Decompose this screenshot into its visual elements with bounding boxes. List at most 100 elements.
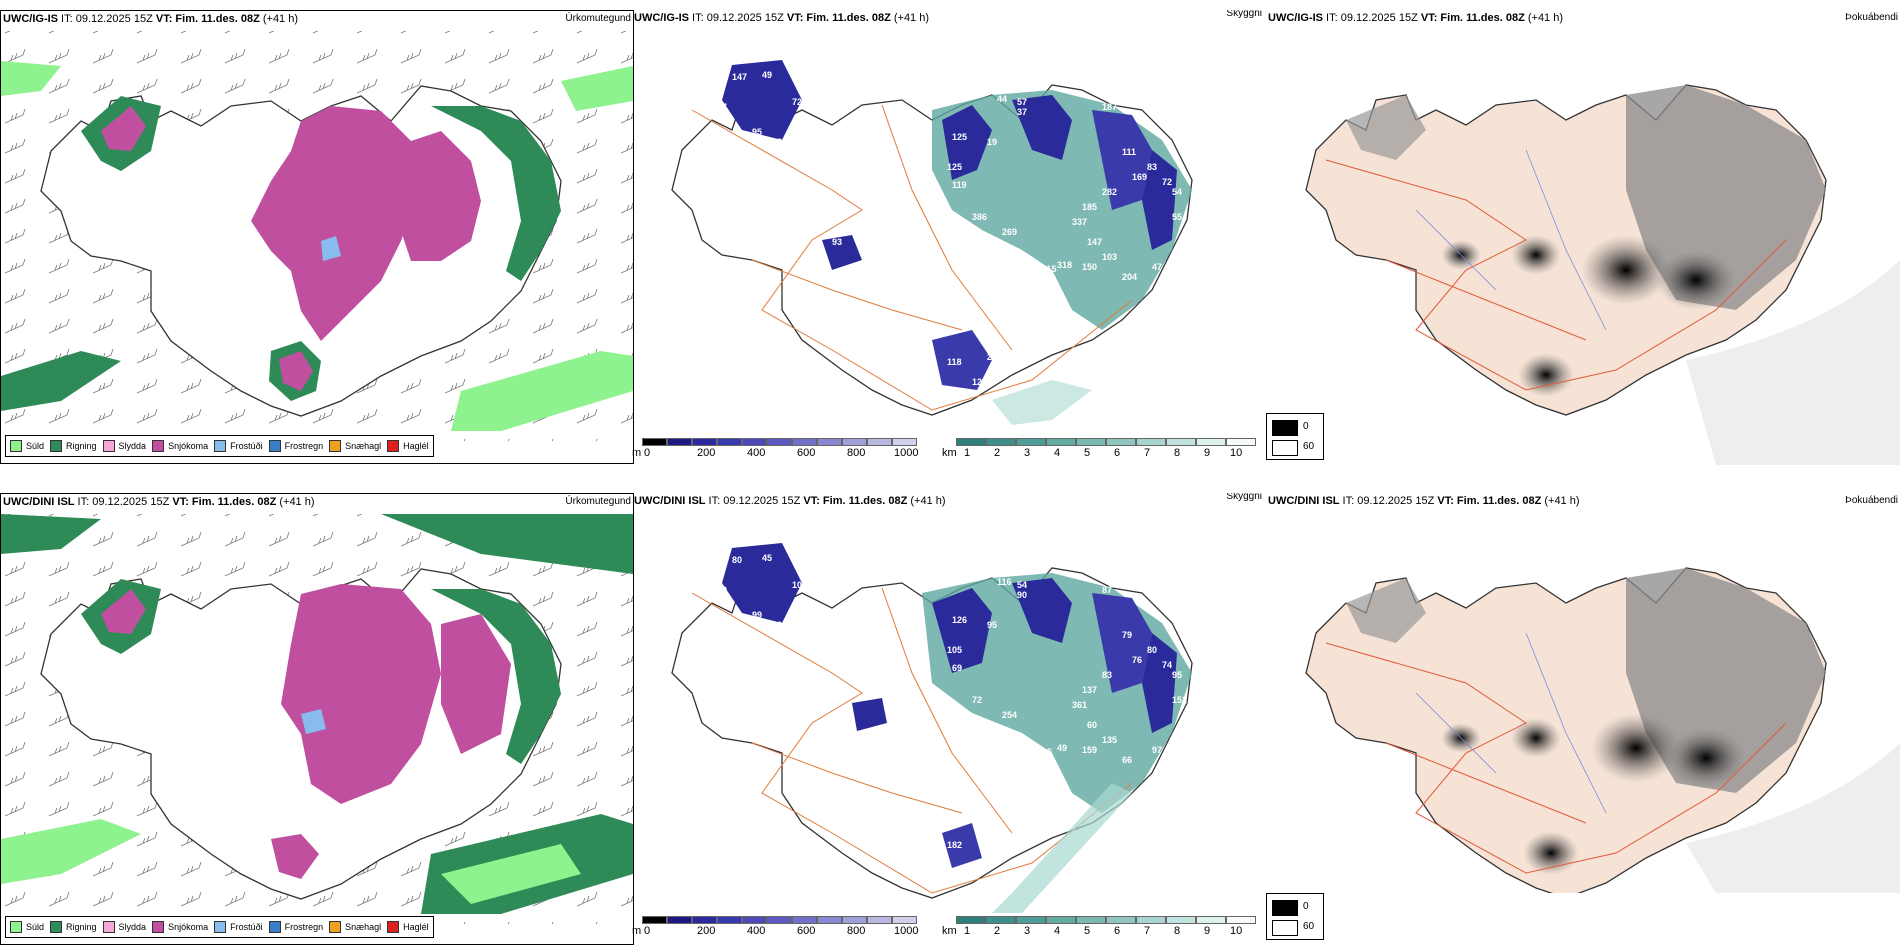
swatch <box>102 440 115 452</box>
ceiling-value-label: 102 <box>1127 94 1142 104</box>
scale-tick: 0 <box>644 447 651 459</box>
scale-tick: 4 <box>1054 925 1061 937</box>
ceiling-value-label: 76 <box>1132 655 1142 665</box>
ceiling-value-label: 55 <box>1172 212 1182 222</box>
fog-tick: 0 <box>1303 421 1309 432</box>
fog-legend-top: 0 60 <box>1266 413 1324 460</box>
scale-tick: 1 <box>964 925 971 937</box>
model-label: UWC/IG-IS <box>634 12 689 24</box>
visibility-panel-bottom: UWC/DINI ISL IT: 09.12.2025 15Z VT: Fim.… <box>632 493 1264 948</box>
ceiling-value-label: 191 <box>1052 302 1067 312</box>
legend-item: Snæhagl <box>329 440 381 452</box>
visibility-scale: km 1 2 3 4 5 6 7 8 9 10 <box>942 438 1264 460</box>
panel-title: Úrkomutegund <box>565 13 631 24</box>
ceiling-value-label: 159 <box>1082 745 1097 755</box>
swatch <box>10 440 22 452</box>
legend-item: Súld <box>10 440 44 452</box>
ceiling-value-label: 45 <box>1032 805 1042 815</box>
ceiling-value-label: 94 <box>1007 262 1017 272</box>
ceiling-value-label: 72 <box>792 97 802 107</box>
scale-tick: 6 <box>1114 447 1121 459</box>
ceiling-value-label: 269 <box>1002 227 1017 237</box>
precip-type-legend: Súld Rigning Slydda Snjókoma Frostúði Fr… <box>5 435 434 457</box>
ceiling-value-label: 72 <box>1162 177 1172 187</box>
fog-tick: 60 <box>1303 921 1315 932</box>
panel-header: UWC/IG-IS IT: 09.12.2025 15Z VT: Fim. 11… <box>1268 12 1898 24</box>
ceiling-value-label: 47 <box>1152 262 1162 272</box>
ceiling-value-label: 282 <box>1102 187 1117 197</box>
ceiling-value-label: 70 <box>717 585 727 595</box>
legend-item: Snjókoma <box>152 921 208 933</box>
ceiling-value-label: 62 <box>972 860 982 870</box>
ceiling-value-label: 54 <box>1172 187 1182 197</box>
ceiling-value-label: 105 <box>792 580 807 590</box>
swatch <box>268 921 281 933</box>
ceiling-scale: m 0 200 400 600 800 1000 <box>632 438 942 460</box>
panel-header: UWC/IG-IS IT: 09.12.2025 15Z VT: Fim. 11… <box>634 10 1262 24</box>
legend-item: Frostregn <box>268 921 323 933</box>
fog-tick: 60 <box>1303 441 1315 452</box>
panel-title: Skyggni <box>1226 10 1262 19</box>
ceiling-value-label: 83 <box>1102 670 1112 680</box>
legend-item: Rigning <box>50 921 97 933</box>
ceiling-value-label: 135 <box>1102 735 1117 745</box>
ceiling-value-label: 50 <box>947 247 957 257</box>
scale-tick: 1000 <box>894 925 919 937</box>
ceiling-value-label: 65 <box>1042 747 1052 757</box>
ceiling-scale: m 0 200 400 600 800 1000 <box>632 916 942 938</box>
ceiling-value-label: 83 <box>1147 162 1157 172</box>
swatch <box>214 440 227 452</box>
ceiling-value-label: 120 <box>972 377 987 387</box>
ceiling-value-label: 204 <box>1122 272 1137 282</box>
ceiling-value-label: 318 <box>1057 260 1072 270</box>
swatch <box>387 921 400 933</box>
scale-tick: 9 <box>1204 925 1211 937</box>
scale-unit: m <box>632 447 642 459</box>
ceiling-value-label: 95 <box>987 620 997 630</box>
ceiling-value-label: 147 <box>1087 237 1102 247</box>
ceiling-value-label: 361 <box>1072 700 1087 710</box>
visibility-map: 147 49 72 87 95 84 57 44 37 187 102 94 125 19 111 83 72 1… <box>671 60 1193 425</box>
model-label: UWC/IG-IS <box>3 13 58 25</box>
ceiling-value-label: 94 <box>1152 102 1162 112</box>
ceiling-value-label: 103 <box>1102 252 1117 262</box>
swatch <box>10 921 22 933</box>
precip-type-legend: Súld Rigning Slydda Snjókoma Frostúði Fr… <box>5 916 434 938</box>
ceiling-value-label: 44 <box>997 94 1007 104</box>
fog-panel-top: UWC/IG-IS IT: 09.12.2025 15Z VT: Fim. 11… <box>1266 10 1900 465</box>
ceiling-value-label: 95 <box>1172 670 1182 680</box>
scale-tick: 3 <box>1024 925 1031 937</box>
visibility-panel-top: UWC/IG-IS IT: 09.12.2025 15Z VT: Fim. 11… <box>632 10 1264 465</box>
swatch <box>152 921 165 933</box>
fog-panel-bottom: UWC/DINI ISL IT: 09.12.2025 15Z VT: Fim.… <box>1266 493 1900 893</box>
ceiling-value-label: 74 <box>1162 660 1172 670</box>
ceiling-value-label: 125 <box>947 162 962 172</box>
ceiling-value-label: 90 <box>1017 590 1027 600</box>
ceiling-value-label: 97 <box>1152 745 1162 755</box>
ceiling-value-label: 125 <box>952 132 967 142</box>
ceiling-value-label: 187 <box>1102 102 1117 112</box>
scale-tick: 800 <box>847 925 866 937</box>
legend-item: Haglél <box>387 921 429 933</box>
fog-legend-bottom: 0 60 <box>1266 893 1324 940</box>
ceiling-value-label: 80 <box>732 555 742 565</box>
ceiling-labels: 147 49 72 87 95 84 57 44 37 187 102 94 125 19 111 83 72 1… <box>717 70 1182 387</box>
ceiling-value-label: 119 <box>832 720 847 730</box>
ceiling-value-label: 42 <box>1052 785 1062 795</box>
ceiling-value-label: 54 <box>1017 580 1027 590</box>
panel-title: Skyggni <box>1226 493 1262 502</box>
ceiling-value-label: 80 <box>1147 645 1157 655</box>
ceiling-value-label: 118 <box>947 357 962 367</box>
ceiling-value-label: 116 <box>997 577 1012 587</box>
ceiling-value-label: 66 <box>1122 755 1132 765</box>
ceiling-value-label: 93 <box>832 237 842 247</box>
ceiling-value-label: 95 <box>752 127 762 137</box>
ceiling-value-label: 274 <box>987 352 1002 362</box>
scale-tick: 1 <box>964 447 971 459</box>
scale-tick: 7 <box>1144 447 1151 459</box>
legend-item: Slydda <box>102 440 146 452</box>
scale-tick: 7 <box>1144 925 1151 937</box>
scale-tick: 1000 <box>894 447 919 459</box>
swatch <box>50 440 63 452</box>
ceiling-value-label: 49 <box>1057 743 1067 753</box>
